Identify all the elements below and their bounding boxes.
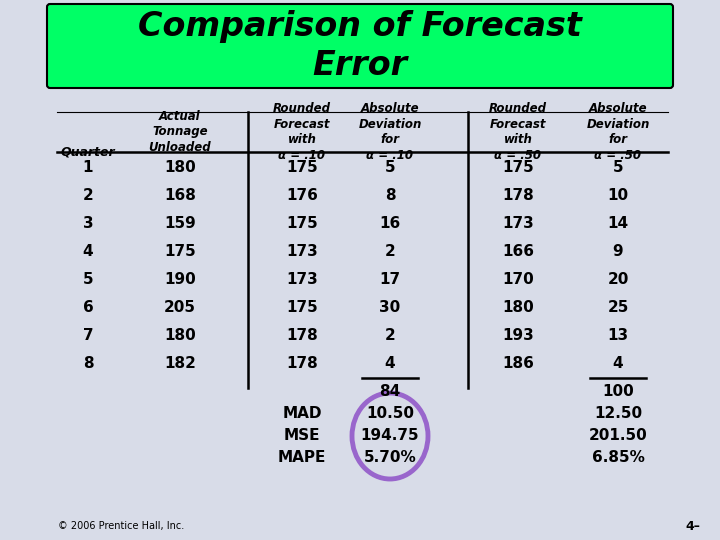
Text: 173: 173 [286,245,318,260]
Text: 175: 175 [286,217,318,232]
Text: 8: 8 [384,188,395,204]
Text: 20: 20 [607,273,629,287]
Text: 5: 5 [613,160,624,176]
Text: 4: 4 [613,356,624,372]
Text: MAD: MAD [282,407,322,422]
Text: 178: 178 [502,188,534,204]
Text: 10: 10 [608,188,629,204]
Text: 9: 9 [613,245,624,260]
Text: © 2006 Prentice Hall, Inc.: © 2006 Prentice Hall, Inc. [58,521,184,531]
Text: Quarter: Quarter [60,145,115,159]
FancyBboxPatch shape [47,4,673,88]
Text: 100: 100 [602,384,634,400]
Text: 6.85%: 6.85% [592,450,644,465]
Text: 176: 176 [286,188,318,204]
Text: 4: 4 [384,356,395,372]
Text: Rounded
Forecast
with
α = .50: Rounded Forecast with α = .50 [489,102,547,162]
Text: 5: 5 [384,160,395,176]
Text: 25: 25 [607,300,629,315]
Text: Absolute
Deviation
for
α = .50: Absolute Deviation for α = .50 [586,102,649,162]
Text: 10.50: 10.50 [366,407,414,422]
Text: 170: 170 [502,273,534,287]
Text: 6: 6 [83,300,94,315]
Text: 16: 16 [379,217,400,232]
Text: 180: 180 [502,300,534,315]
Text: 193: 193 [502,328,534,343]
Text: 159: 159 [164,217,196,232]
Text: 205: 205 [164,300,196,315]
Text: 4–: 4– [685,519,700,532]
Text: 190: 190 [164,273,196,287]
Text: 180: 180 [164,160,196,176]
Text: Actual
Tonnage
Unloaded: Actual Tonnage Unloaded [149,110,211,154]
Text: 4: 4 [83,245,94,260]
Text: 175: 175 [286,160,318,176]
Text: 186: 186 [502,356,534,372]
Text: 173: 173 [286,273,318,287]
Text: Comparison of Forecast
Error: Comparison of Forecast Error [138,10,582,82]
Text: 175: 175 [164,245,196,260]
Text: 175: 175 [502,160,534,176]
Text: 17: 17 [379,273,400,287]
Text: 13: 13 [608,328,629,343]
Text: 201.50: 201.50 [589,429,647,443]
Text: Absolute
Deviation
for
α = .10: Absolute Deviation for α = .10 [359,102,422,162]
Text: 12.50: 12.50 [594,407,642,422]
Text: 3: 3 [83,217,94,232]
Text: 14: 14 [608,217,629,232]
Text: MSE: MSE [284,429,320,443]
Text: 180: 180 [164,328,196,343]
Text: 5.70%: 5.70% [364,450,416,465]
Text: 168: 168 [164,188,196,204]
Text: 8: 8 [83,356,94,372]
Text: Rounded
Forecast
with
α = .10: Rounded Forecast with α = .10 [273,102,331,162]
Text: 5: 5 [83,273,94,287]
Text: 30: 30 [379,300,400,315]
Text: 182: 182 [164,356,196,372]
Text: 2: 2 [83,188,94,204]
Text: 7: 7 [83,328,94,343]
Text: MAPE: MAPE [278,450,326,465]
Text: 178: 178 [286,328,318,343]
Text: 194.75: 194.75 [361,429,419,443]
Text: 173: 173 [502,217,534,232]
Text: 84: 84 [379,384,400,400]
Text: 2: 2 [384,245,395,260]
Text: 2: 2 [384,328,395,343]
Text: 175: 175 [286,300,318,315]
Text: 1: 1 [83,160,94,176]
Text: 178: 178 [286,356,318,372]
Text: 166: 166 [502,245,534,260]
